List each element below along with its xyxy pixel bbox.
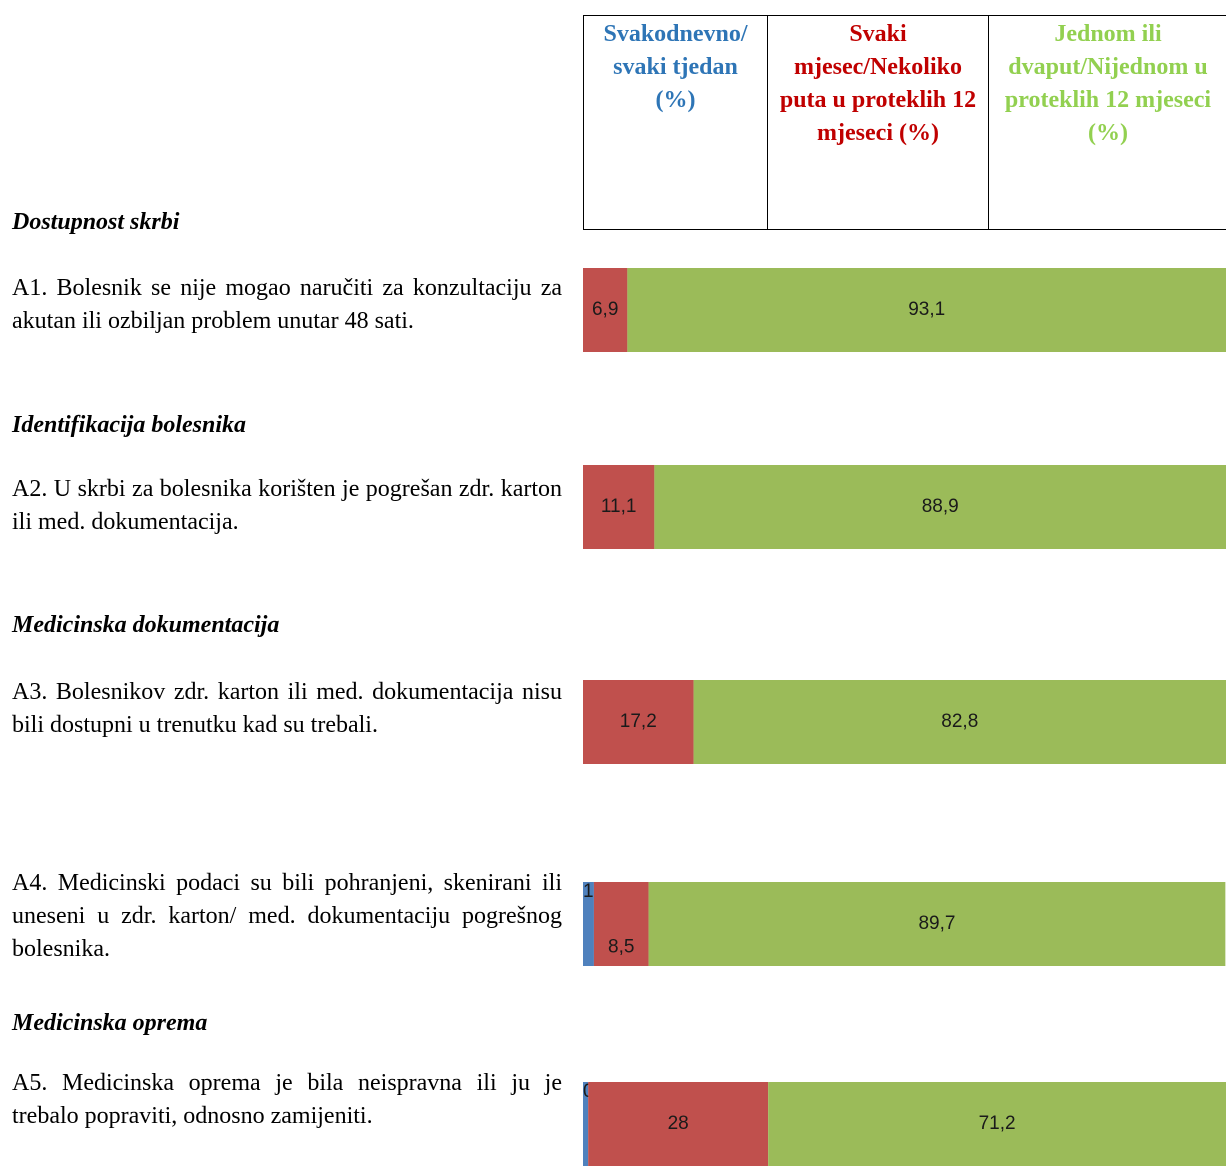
section-heading: Medicinska oprema bbox=[12, 1010, 208, 1036]
value-label: 82,8 bbox=[941, 711, 978, 732]
bar-segment bbox=[693, 680, 1226, 764]
value-label: 11,1 bbox=[601, 496, 637, 517]
value-label: 93,1 bbox=[908, 299, 945, 320]
bar-segment bbox=[583, 680, 694, 764]
bar-segment bbox=[648, 882, 1226, 966]
item-text: A2. U skrbi za bolesnika korišten je pog… bbox=[12, 476, 562, 535]
item-text: A5. Medicinska oprema je bila neispravna… bbox=[12, 1070, 562, 1129]
value-label: 8,5 bbox=[608, 937, 634, 958]
bar-segment bbox=[583, 882, 594, 966]
item-text: A4. Medicinski podaci su bili pohranjeni… bbox=[12, 870, 562, 962]
column-header: Jednom ili dvaput/Nijednom u proteklih 1… bbox=[988, 15, 1226, 230]
bar-segment bbox=[654, 465, 1226, 549]
value-label: 28 bbox=[668, 1113, 689, 1134]
bar-segment bbox=[583, 268, 628, 352]
section-heading: Medicinska dokumentacija bbox=[12, 612, 280, 638]
bar-segment bbox=[768, 1082, 1226, 1166]
value-label: 17,2 bbox=[620, 711, 657, 732]
section-heading: Dostupnost skrbi bbox=[12, 209, 180, 235]
section-heading: Identifikacija bolesnika bbox=[12, 412, 246, 438]
bar-segment bbox=[583, 465, 655, 549]
value-label: 71,2 bbox=[979, 1113, 1016, 1134]
bar-segment bbox=[593, 882, 649, 966]
column-header: Svaki mjesec/Nekoliko puta u proteklih 1… bbox=[767, 15, 988, 230]
item-text: A3. Bolesnikov zdr. karton ili med. doku… bbox=[12, 679, 562, 738]
value-label: 88,9 bbox=[922, 496, 959, 517]
value-label: 6,9 bbox=[592, 299, 618, 320]
bar-segment bbox=[627, 268, 1226, 352]
bar-segment bbox=[583, 1082, 589, 1166]
item-text: A1. Bolesnik se nije mogao naručiti za k… bbox=[12, 275, 562, 334]
column-header: Svakodnevno/ svaki tjedan (%) bbox=[583, 15, 767, 230]
value-label: 89,7 bbox=[918, 913, 955, 934]
bar-segment bbox=[588, 1082, 769, 1166]
